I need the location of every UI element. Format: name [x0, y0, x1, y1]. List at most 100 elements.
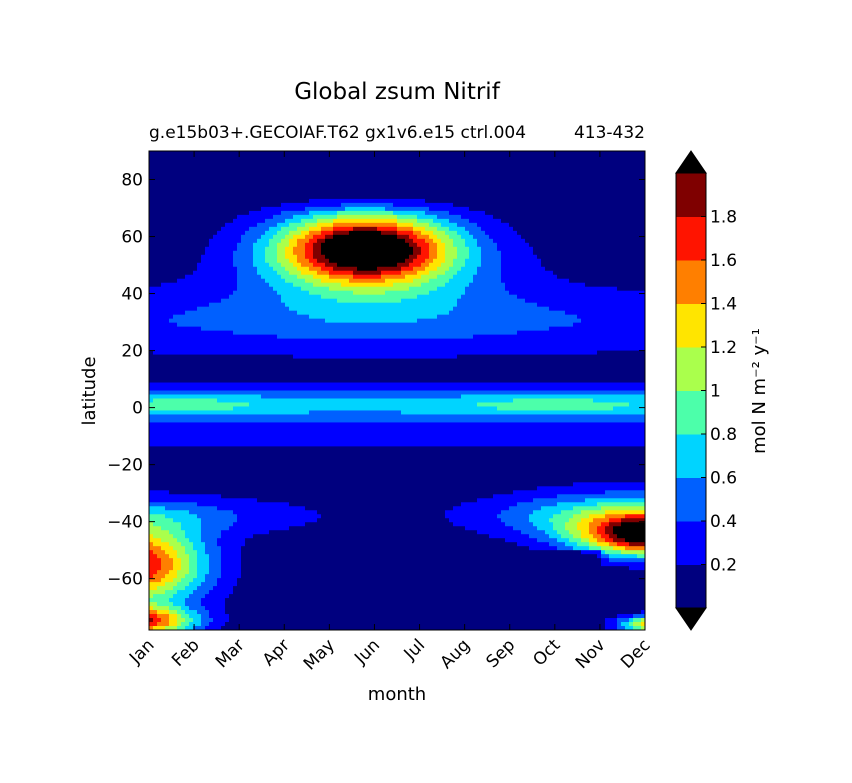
- contour-cell: [453, 446, 458, 507]
- contour-cell: [601, 446, 606, 483]
- contour-cell: [405, 206, 410, 212]
- contour-cell: [533, 490, 538, 499]
- contour-cell: [597, 446, 602, 483]
- contour-cell: [581, 414, 586, 424]
- contour-cell: [265, 230, 270, 248]
- contour-cell: [573, 322, 578, 356]
- contour-cell: [537, 486, 542, 499]
- contour-cell: [165, 398, 170, 412]
- contour-cell: [381, 322, 386, 340]
- contour-cell: [317, 230, 322, 236]
- contour-cell: [201, 422, 206, 447]
- contour-cell: [605, 390, 610, 396]
- contour-cell: [401, 210, 406, 216]
- contour-cell: [261, 206, 266, 224]
- contour-cell: [393, 290, 398, 304]
- contour-cell: [461, 422, 466, 447]
- contour-cell: [245, 214, 250, 232]
- contour-cell: [625, 482, 630, 491]
- contour-cell: [581, 538, 586, 543]
- contour-cell: [365, 210, 370, 216]
- contour-cell: [409, 414, 414, 424]
- contour-cell: [357, 282, 362, 288]
- x-tick-label: Sep: [482, 635, 519, 672]
- contour-cell: [609, 482, 614, 491]
- contour-cell: [157, 398, 162, 412]
- contour-cell: [441, 398, 446, 416]
- contour-cell: [253, 390, 258, 396]
- contour-cell: [449, 398, 454, 416]
- contour-cell: [261, 278, 266, 336]
- contour-cell: [577, 410, 582, 416]
- contour-cell: [385, 230, 390, 236]
- contour-cell: [349, 398, 354, 412]
- contour-cell: [357, 222, 362, 228]
- contour-cell: [513, 398, 518, 412]
- contour-cell: [237, 578, 242, 630]
- contour-cell: [417, 358, 422, 384]
- contour-cell: [569, 414, 574, 424]
- contour-cell: [205, 246, 210, 308]
- contour-cell: [149, 151, 154, 288]
- contour-cell: [577, 530, 582, 539]
- contour-cell: [273, 530, 278, 630]
- contour-cell: [189, 542, 194, 583]
- contour-cell: [177, 382, 182, 392]
- contour-cell: [413, 414, 418, 424]
- contour-cell: [393, 422, 398, 447]
- contour-cell: [561, 422, 566, 447]
- contour-cell: [469, 390, 474, 396]
- contour-cell: [409, 270, 414, 276]
- contour-cell: [369, 202, 374, 208]
- contour-cell: [161, 390, 166, 396]
- contour-cell: [325, 214, 330, 220]
- contour-cell: [341, 270, 346, 276]
- contour-cell: [241, 151, 246, 216]
- contour-cell: [517, 298, 522, 332]
- contour-cell: [625, 151, 630, 292]
- contour-cell: [541, 398, 546, 412]
- contour-cell: [577, 151, 582, 284]
- contour-cell: [197, 614, 202, 627]
- contour-cell: [317, 151, 322, 200]
- contour-cell: [409, 206, 414, 212]
- contour-cell: [489, 402, 494, 408]
- contour-cell: [601, 566, 606, 630]
- contour-cell: [213, 446, 218, 495]
- contour-cell: [341, 222, 346, 228]
- contour-cell: [357, 302, 362, 324]
- contour-cell: [185, 574, 190, 587]
- contour-cell: [397, 338, 402, 360]
- contour-cell: [333, 390, 338, 400]
- contour-cell: [161, 151, 166, 284]
- contour-cell: [401, 290, 406, 300]
- contour-cell: [301, 398, 306, 416]
- contour-cell: [169, 410, 174, 416]
- contour-cell: [593, 494, 598, 499]
- contour-cell: [225, 510, 230, 531]
- contour-cell: [425, 151, 430, 204]
- contour-cell: [201, 398, 206, 412]
- contour-cell: [593, 382, 598, 392]
- colorbar-tick-label: 1.2: [710, 338, 737, 358]
- contour-cell: [293, 151, 298, 204]
- contour-cell: [269, 151, 274, 208]
- contour-cell: [573, 314, 578, 324]
- contour-cell: [197, 306, 202, 328]
- contour-cell: [317, 278, 322, 288]
- contour-cell: [329, 410, 334, 424]
- colorbar: 0.20.40.60.811.21.41.61.8: [675, 150, 737, 631]
- contour-cell: [321, 422, 326, 447]
- contour-cell: [505, 222, 510, 292]
- contour-cell: [217, 151, 222, 232]
- contour-cell: [529, 382, 534, 392]
- contour-cell: [461, 151, 466, 208]
- contour-cell: [353, 278, 358, 284]
- contour-cell: [633, 510, 638, 515]
- contour-cell: [453, 258, 458, 276]
- contour-cell: [485, 394, 490, 404]
- contour-cell: [381, 286, 386, 296]
- contour-cell: [405, 151, 410, 200]
- contour-cell: [433, 270, 438, 280]
- contour-cell: [617, 422, 622, 447]
